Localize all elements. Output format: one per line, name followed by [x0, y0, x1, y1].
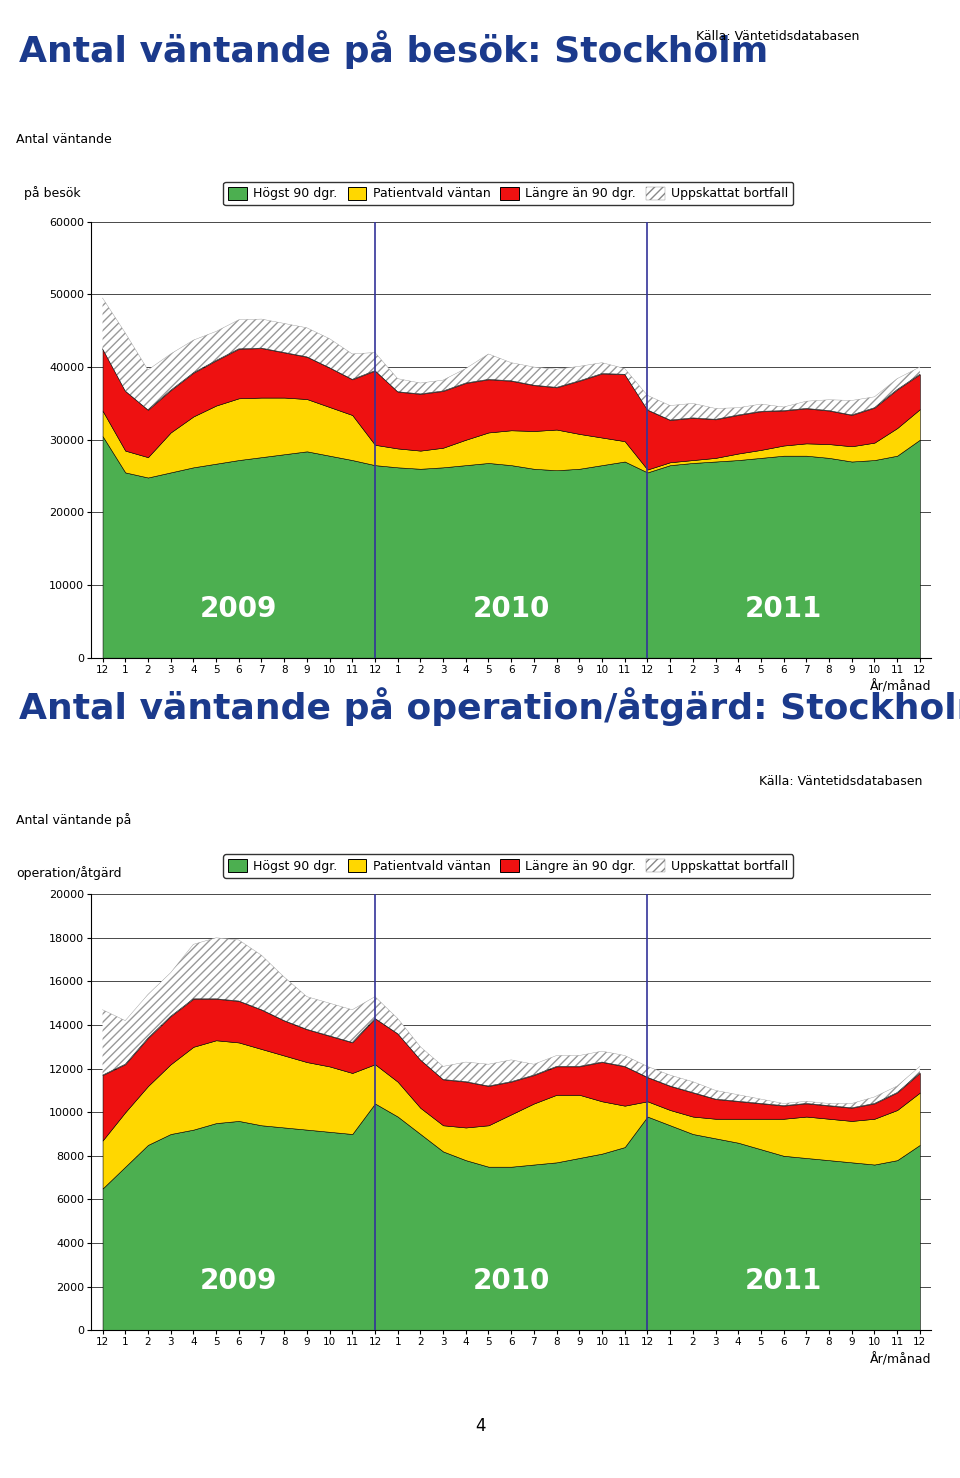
- Text: 2011: 2011: [745, 1267, 823, 1295]
- Legend: Högst 90 dgr., Patientvald väntan, Längre än 90 dgr., Uppskattat bortfall: Högst 90 dgr., Patientvald väntan, Längr…: [224, 854, 793, 878]
- Text: Antal väntande på: Antal väntande på: [16, 813, 132, 826]
- Text: 2010: 2010: [472, 1267, 550, 1295]
- X-axis label: År/månad: År/månad: [870, 1352, 931, 1366]
- Text: operation/åtgärd: operation/åtgärd: [16, 866, 122, 879]
- Text: Källa: Väntetidsdatabasen: Källa: Väntetidsdatabasen: [758, 774, 923, 788]
- X-axis label: År/månad: År/månad: [870, 680, 931, 693]
- Text: 2010: 2010: [472, 594, 550, 622]
- Text: Källa: Väntetidsdatabasen: Källa: Väntetidsdatabasen: [696, 30, 860, 43]
- Text: Antal väntande på besök: Stockholm: Antal väntande på besök: Stockholm: [19, 30, 768, 68]
- Text: på besök: på besök: [16, 186, 81, 200]
- Text: 4: 4: [475, 1417, 485, 1435]
- Text: 2011: 2011: [745, 594, 823, 622]
- Text: Antal väntande på operation/åtgärd: Stockholm: Antal väntande på operation/åtgärd: Stoc…: [19, 687, 960, 726]
- Text: Antal väntande: Antal väntande: [16, 133, 112, 146]
- Text: 2009: 2009: [200, 1267, 277, 1295]
- Text: 2009: 2009: [200, 594, 277, 622]
- Legend: Högst 90 dgr., Patientvald väntan, Längre än 90 dgr., Uppskattat bortfall: Högst 90 dgr., Patientvald väntan, Längr…: [224, 182, 793, 205]
